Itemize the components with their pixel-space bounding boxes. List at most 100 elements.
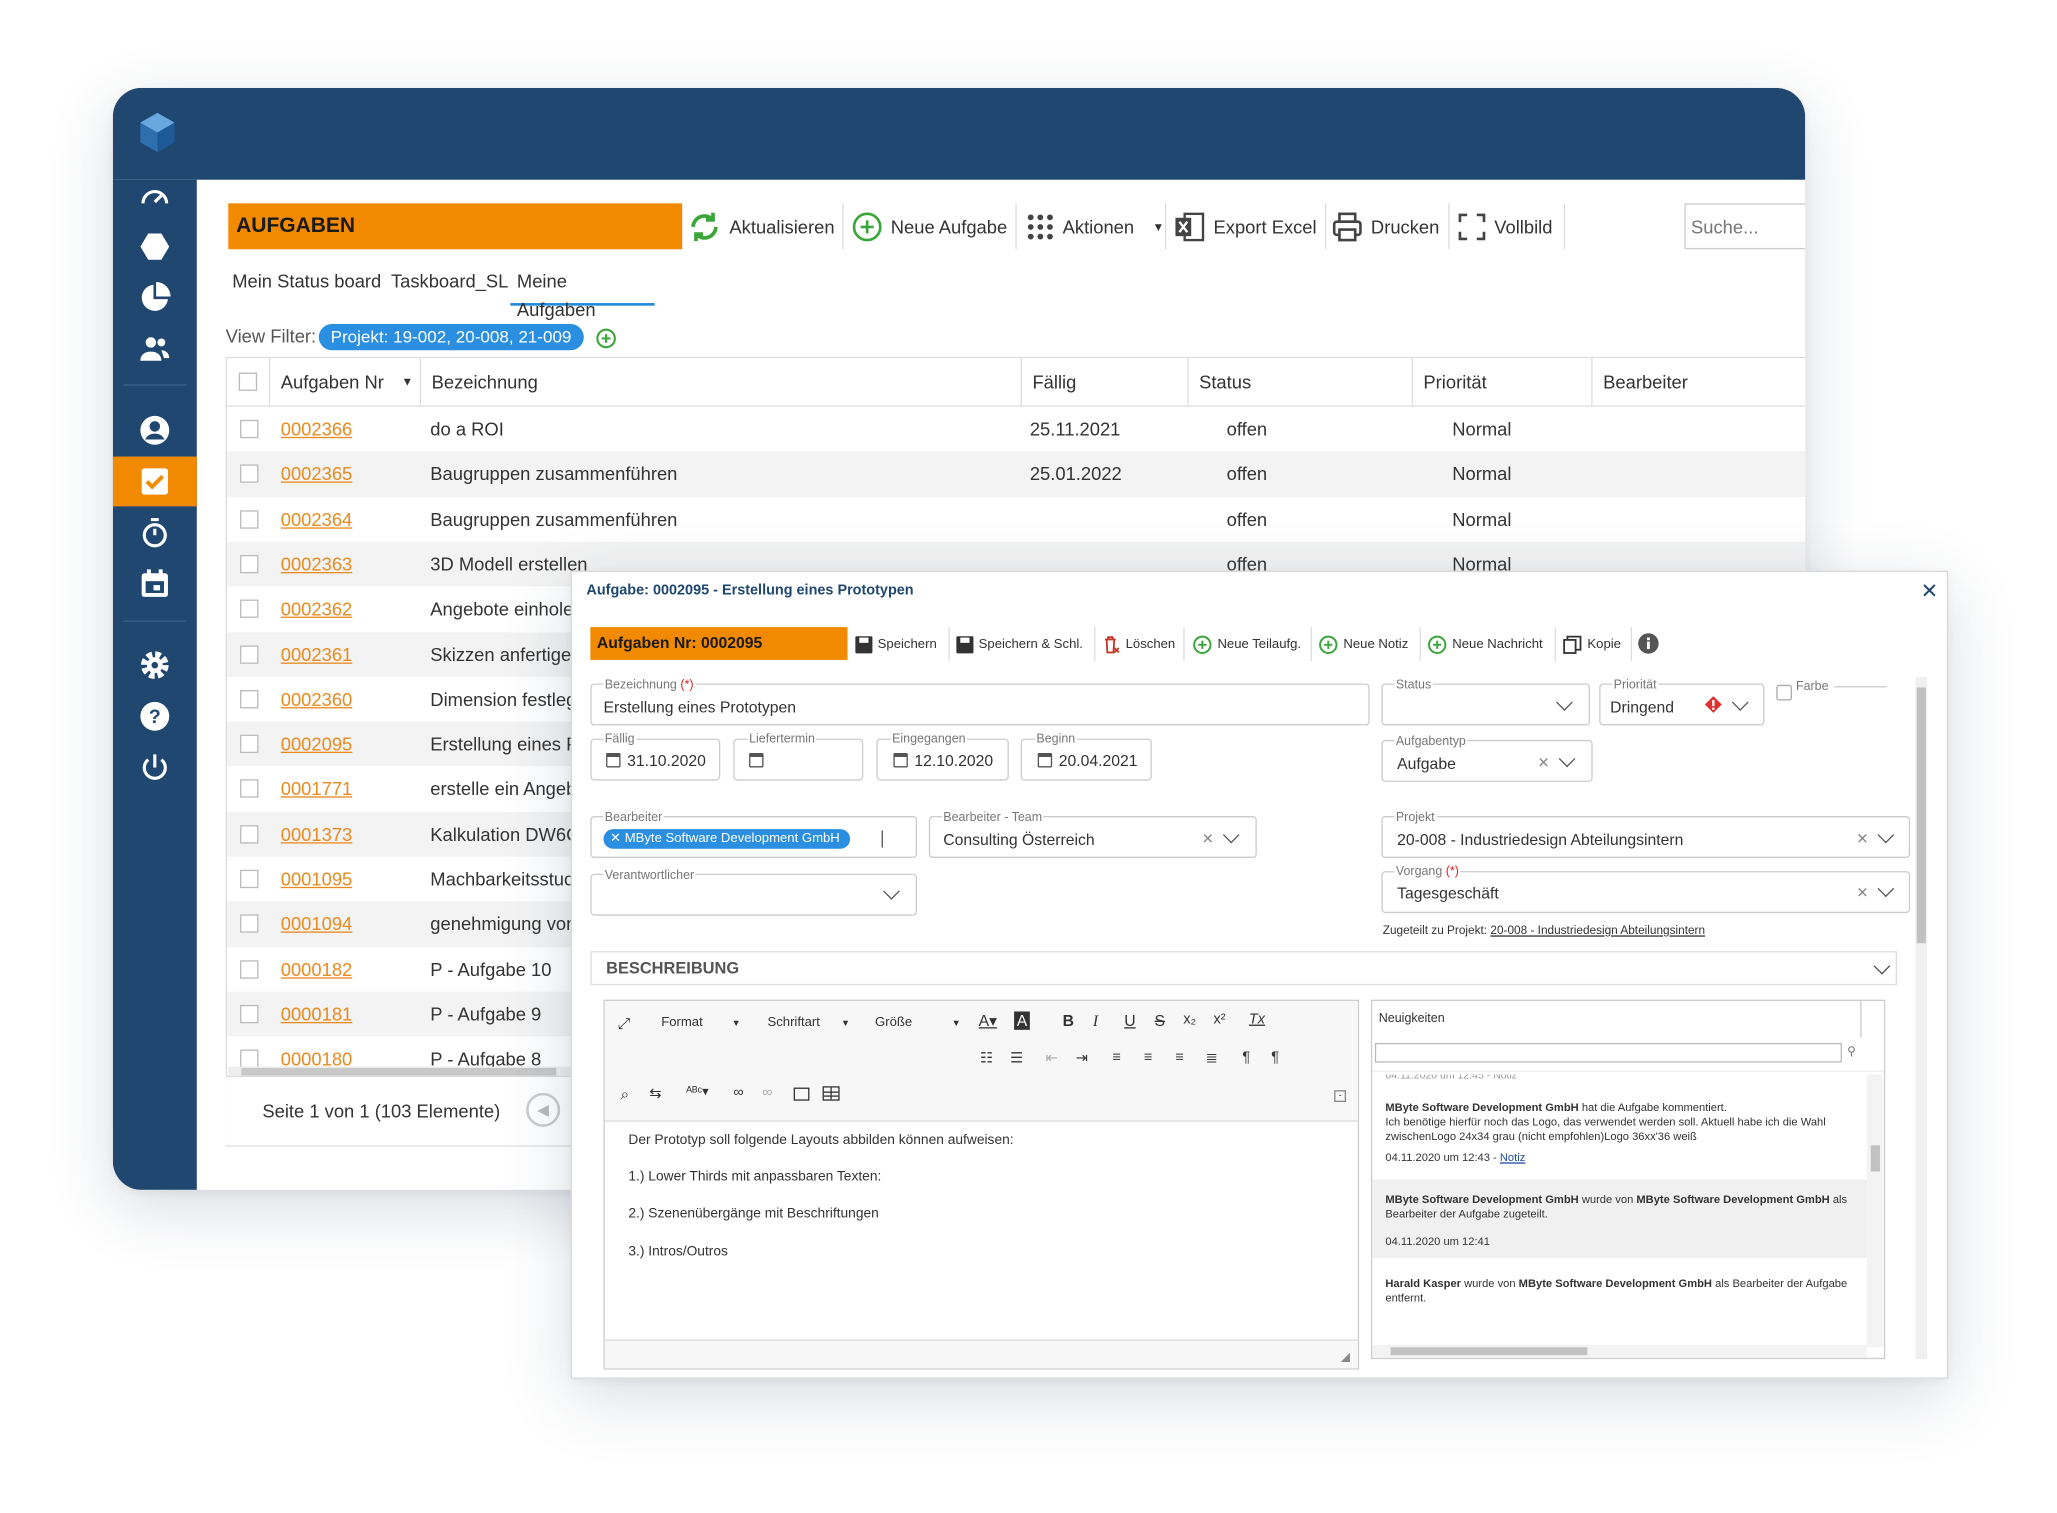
resize-handle-icon[interactable]: ◢ (1340, 1349, 1350, 1364)
actions-button[interactable]: Aktionen ▼ (1026, 203, 1164, 249)
task-number-link[interactable]: 0000182 (280, 958, 353, 980)
collapse-toolbar-icon[interactable]: - (1334, 1090, 1347, 1102)
calendar-icon[interactable] (893, 753, 908, 768)
news-vertical-scrollbar[interactable] (1866, 1074, 1883, 1348)
beschreibung-section-header[interactable]: BESCHREIBUNG (590, 951, 1898, 986)
rich-text-editor[interactable]: ⤢ Format ▼ Schriftart ▼ Größe ▼ A▾ A B I U … (603, 999, 1360, 1370)
info-icon[interactable] (1637, 632, 1659, 654)
new-task-button[interactable]: Neue Aufgabe (851, 203, 1007, 249)
row-checkbox[interactable] (240, 914, 259, 934)
help-icon[interactable]: ? (113, 691, 197, 741)
unlink-icon[interactable]: ∞ (762, 1084, 773, 1101)
zugeteilt-link[interactable]: 20-008 - Industriedesign Abteilungsinter… (1490, 923, 1706, 937)
align-right-icon[interactable]: ≡ (1175, 1049, 1184, 1066)
save-button[interactable]: Speichern (855, 630, 937, 659)
news-horizontal-scrollbar[interactable] (1372, 1344, 1867, 1358)
new-message-button[interactable]: Neue Nachricht (1427, 630, 1543, 659)
filter-icon[interactable]: ⚲ (1847, 1044, 1856, 1058)
task-number-link[interactable]: 0001373 (280, 823, 353, 845)
settings-icon[interactable] (113, 640, 197, 690)
text-color-icon[interactable]: A▾ (978, 1011, 998, 1030)
reports-icon[interactable] (113, 273, 197, 323)
underline-icon[interactable]: U (1124, 1011, 1136, 1030)
calendar-icon[interactable] (1037, 753, 1053, 768)
projekt-select[interactable] (1381, 816, 1911, 858)
ltr-icon[interactable]: ¶ (1242, 1049, 1251, 1066)
bezeichnung-field[interactable] (590, 683, 1370, 726)
superscript-icon[interactable]: x² (1213, 1011, 1226, 1028)
calendar-icon[interactable] (113, 559, 197, 609)
timer-icon[interactable] (113, 508, 197, 558)
tab-status-board[interactable]: Mein Status board (232, 270, 382, 292)
replace-icon[interactable]: ⇆ (649, 1086, 662, 1102)
task-number-link[interactable]: 0000180 (280, 1048, 353, 1070)
select-all-checkbox[interactable] (238, 372, 258, 391)
subscript-icon[interactable]: x₂ (1183, 1011, 1197, 1028)
row-checkbox[interactable] (240, 644, 259, 664)
new-note-button[interactable]: Neue Notiz (1318, 630, 1408, 659)
link-icon[interactable]: ∞ (733, 1084, 744, 1101)
align-center-icon[interactable]: ≡ (1143, 1049, 1153, 1066)
header-bezeichnung[interactable]: Bezeichnung (421, 358, 1022, 407)
rtl-icon[interactable]: ¶ (1271, 1049, 1279, 1066)
chip-remove-icon[interactable]: ✕ (610, 831, 625, 847)
contacts-icon[interactable] (113, 324, 197, 374)
header-aufgaben-nr[interactable]: Aufgaben Nr ▼ (270, 358, 422, 407)
search-input[interactable] (1684, 203, 1806, 250)
fullscreen-button[interactable]: Vollbild (1458, 203, 1552, 249)
row-checkbox[interactable] (240, 779, 259, 799)
task-number-link[interactable]: 0000181 (280, 1003, 353, 1025)
row-checkbox[interactable] (240, 1049, 259, 1069)
app-logo-icon[interactable] (135, 110, 180, 155)
task-number-link[interactable]: 0002361 (280, 643, 353, 665)
tab-taskboard[interactable]: Taskboard_SL (390, 270, 509, 292)
user-icon[interactable] (113, 405, 197, 455)
size-select[interactable]: Größe ▼ (875, 1015, 961, 1030)
delete-button[interactable]: Löschen (1102, 630, 1175, 659)
align-left-icon[interactable]: ≡ (1112, 1049, 1121, 1066)
calendar-icon[interactable] (749, 753, 764, 768)
row-checkbox[interactable] (240, 599, 259, 619)
pager-prev-button[interactable]: ◀ (526, 1092, 561, 1127)
row-checkbox[interactable] (240, 824, 259, 844)
tab-meine-aufgaben[interactable]: Meine Aufgaben (510, 266, 655, 320)
table-row[interactable]: 0002364 Baugruppen zusammenführen offen Nor… (226, 496, 1806, 542)
task-number-link[interactable]: 0001094 (280, 913, 353, 935)
clear-icon[interactable]: ✕ (1856, 831, 1869, 848)
row-checkbox[interactable] (240, 869, 259, 889)
find-icon[interactable]: ⌕ (620, 1084, 630, 1104)
tasks-icon[interactable] (112, 456, 197, 507)
task-number-link[interactable]: 0002360 (280, 688, 353, 710)
italic-icon[interactable]: I (1092, 1011, 1099, 1030)
task-number-link[interactable]: 0002095 (280, 733, 353, 755)
view-filter-chip[interactable]: Projekt: 19-002, 20-008, 21-009 (318, 324, 584, 351)
save-close-button[interactable]: Speichern & Schl. (956, 630, 1083, 659)
row-checkbox[interactable] (240, 464, 259, 484)
bg-color-icon[interactable]: A (1014, 1011, 1030, 1030)
indent-icon[interactable]: ⇥ (1075, 1050, 1088, 1067)
header-bearbeiter[interactable]: Bearbeiter (1592, 358, 1806, 407)
news-filter-input[interactable] (1374, 1042, 1842, 1063)
vorgang-select[interactable] (1381, 871, 1911, 914)
row-checkbox[interactable] (240, 419, 259, 439)
dashboard-icon[interactable] (113, 172, 197, 222)
clear-icon[interactable]: ✕ (1856, 885, 1869, 902)
new-subtask-button[interactable]: Neue Teilaufg. (1193, 630, 1301, 659)
header-status[interactable]: Status (1188, 358, 1413, 407)
modules-icon[interactable] (113, 222, 197, 272)
table-icon[interactable] (822, 1086, 840, 1101)
row-checkbox[interactable] (240, 959, 259, 979)
row-checkbox[interactable] (240, 734, 259, 754)
task-number-link[interactable]: 0001771 (280, 778, 353, 800)
task-number-link[interactable]: 0001095 (280, 868, 353, 890)
calendar-icon[interactable] (606, 753, 621, 768)
clear-icon[interactable]: ✕ (1537, 755, 1550, 772)
add-filter-icon[interactable] (596, 328, 617, 349)
horizontal-scrollbar[interactable] (228, 1066, 583, 1078)
format-select[interactable]: Format ▼ (661, 1015, 741, 1030)
refresh-button[interactable]: Aktualisieren (687, 203, 835, 249)
strikethrough-icon[interactable]: S (1154, 1011, 1165, 1030)
task-number-link[interactable]: 0002366 (280, 418, 353, 440)
row-checkbox[interactable] (240, 554, 259, 574)
bullet-list-icon[interactable]: ☰ (1010, 1050, 1024, 1067)
